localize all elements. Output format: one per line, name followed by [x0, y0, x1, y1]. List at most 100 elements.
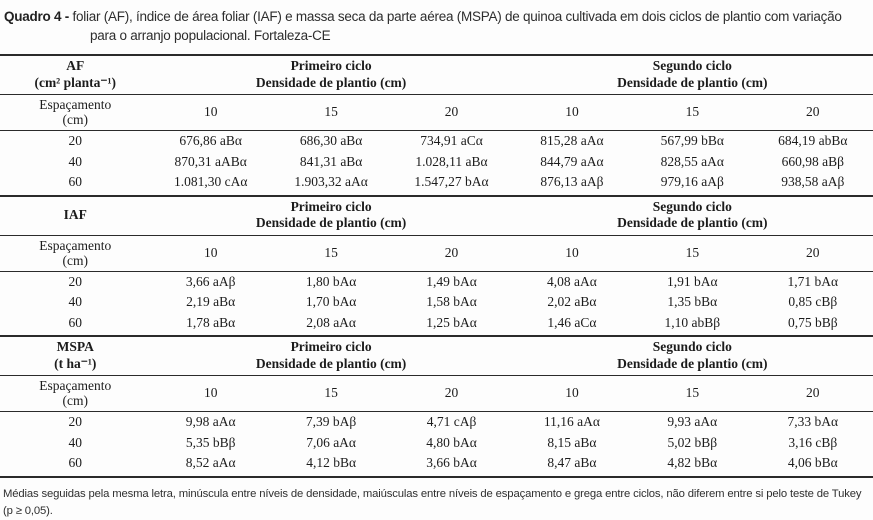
section-name: IAF [63, 207, 87, 223]
density-value: 15 [685, 385, 700, 401]
spacing-header-row: Espaçamento (cm) 10 15 20 10 15 20 [0, 95, 873, 131]
data-cell: 1,78 aBα [186, 314, 236, 330]
density-value: 20 [806, 104, 820, 120]
data-cell: 828,55 aAα [660, 153, 724, 169]
table-row: 40 870,31 aABα 841,31 aBα 1.028,11 aBα 8… [0, 152, 873, 173]
data-cell: 4,06 bBα [787, 455, 838, 471]
cycle-label: Segundo ciclo [652, 339, 732, 355]
data-cell: 8,47 aBα [547, 455, 597, 471]
density-value: 15 [324, 385, 338, 401]
table-footnote: Médias seguidas pela mesma letra, minúsc… [3, 487, 862, 517]
density-label: Densidade de plantio (cm) [617, 215, 768, 231]
data-cell: 870,31 aABα [174, 153, 247, 169]
density-label: Densidade de plantio (cm) [255, 355, 407, 371]
cycle-label: Primeiro ciclo [290, 339, 372, 355]
data-cell: 567,99 bBα [660, 133, 724, 149]
data-cell: 9,93 aAα [667, 414, 718, 430]
section-name: AF [66, 58, 85, 74]
table-row: 60 1.081,30 cAα 1.903,32 aAα 1.547,27 bA… [0, 172, 873, 196]
table-row: 40 2,19 aBα 1,70 bAα 1,58 bAα 2,02 aBα 1… [0, 292, 873, 313]
density-value: 20 [444, 385, 459, 401]
data-cell: 734,91 aCα [420, 133, 483, 149]
density-value: 15 [324, 104, 338, 120]
data-cell: 7,39 bAβ [305, 414, 357, 430]
data-cell: 1,91 bAα [667, 273, 718, 289]
spacing-value: 60 [68, 314, 83, 330]
density-label: Densidade de plantio (cm) [255, 215, 407, 231]
spacing-value: 20 [68, 273, 83, 289]
data-cell: 0,75 bBβ [787, 314, 838, 330]
table-section-iaf: IAF Primeiro ciclo Densidade de plantio … [0, 195, 873, 337]
data-cell: 1,80 bAα [305, 273, 357, 289]
density-value: 20 [806, 385, 820, 401]
data-cell: 1,70 bAα [305, 294, 357, 310]
density-value: 10 [565, 104, 579, 120]
section-header-row: IAF Primeiro ciclo Densidade de plantio … [0, 195, 873, 236]
spacing-value: 40 [68, 434, 83, 450]
table-section-mspa: MSPA (t ha⁻¹) Primeiro ciclo Densidade d… [0, 336, 873, 477]
data-cell: 3,66 bAα [426, 455, 477, 471]
section-name-cell: MSPA (t ha⁻¹) [0, 336, 151, 376]
caption-text: foliar (AF), índice de área foliar (IAF)… [72, 9, 842, 44]
section-unit: (t ha⁻¹) [54, 355, 97, 371]
data-cell: 8,15 aBα [547, 434, 597, 450]
density-value: 20 [806, 244, 820, 260]
density-value: 15 [685, 244, 700, 260]
data-cell: 0,85 cBβ [788, 294, 838, 310]
data-cell: 1,49 bAα [426, 273, 477, 289]
density-value: 15 [685, 104, 700, 120]
density-value: 20 [444, 104, 459, 120]
density-value: 10 [565, 385, 579, 401]
data-cell: 676,86 aBα [179, 133, 242, 149]
table-caption: Quadro 4 - foliar (AF), índice de área f… [4, 7, 863, 45]
second-cycle-header: Segundo ciclo Densidade de plantio (cm) [512, 336, 873, 376]
table-row: 60 1,78 aBα 2,08 aAα 1,25 bAα 1,46 aCα 1… [0, 313, 873, 337]
density-value: 15 [324, 244, 338, 260]
data-cell: 1.547,27 bAα [414, 174, 489, 190]
data-cell: 1,71 bAα [787, 273, 839, 289]
data-cell: 4,71 cAβ [426, 414, 477, 430]
section-name: MSPA [56, 339, 94, 355]
results-table: AF (cm² planta⁻¹) Primeiro ciclo Densida… [0, 54, 873, 478]
data-cell: 841,31 aBα [299, 153, 363, 169]
spacing-label: Espaçamento [39, 378, 112, 394]
table-row: 20 676,86 aBα 686,30 aBα 734,91 aCα 815,… [0, 131, 873, 152]
data-cell: 4,12 bBα [306, 455, 357, 471]
first-cycle-header: Primeiro ciclo Densidade de plantio (cm) [151, 196, 512, 236]
data-cell: 938,58 aAβ [781, 174, 845, 190]
data-cell: 815,28 aAα [540, 133, 604, 149]
table-row: 40 5,35 bBβ 7,06 aAα 4,80 bAα 8,15 aBα 5… [0, 433, 873, 454]
cycle-label: Primeiro ciclo [290, 58, 372, 74]
data-cell: 684,19 abBα [778, 133, 848, 149]
spacing-header-row: Espaçamento (cm) 10 15 20 10 15 20 [0, 376, 873, 412]
spacing-label-cell: Espaçamento (cm) [0, 376, 151, 412]
data-cell: 876,13 aAβ [540, 174, 604, 190]
section-header-row: AF (cm² planta⁻¹) Primeiro ciclo Densida… [0, 55, 873, 95]
cycle-label: Primeiro ciclo [290, 198, 372, 214]
spacing-value: 60 [68, 455, 83, 471]
data-cell: 5,35 bBβ [185, 434, 236, 450]
spacing-unit: (cm) [62, 112, 88, 128]
data-cell: 7,33 bAα [787, 414, 839, 430]
spacing-unit: (cm) [62, 252, 88, 268]
cycle-label: Segundo ciclo [652, 198, 732, 214]
table-row: 20 9,98 aAα 7,39 bAβ 4,71 cAβ 11,16 aAα … [0, 412, 873, 433]
spacing-header-row: Espaçamento (cm) 10 15 20 10 15 20 [0, 235, 873, 272]
spacing-label: Espaçamento [39, 97, 112, 113]
spacing-value: 60 [68, 174, 83, 190]
cycle-label: Segundo ciclo [652, 58, 732, 74]
data-cell: 11,16 aAα [543, 414, 600, 430]
data-cell: 1.081,30 cAα [173, 174, 248, 190]
data-cell: 2,08 aAα [306, 314, 357, 330]
data-cell: 979,16 aAβ [660, 174, 724, 190]
density-value: 10 [203, 104, 218, 120]
spacing-value: 40 [68, 153, 83, 169]
spacing-value: 20 [68, 133, 83, 149]
data-cell: 2,19 aBα [186, 294, 236, 310]
second-cycle-header: Segundo ciclo Densidade de plantio (cm) [512, 55, 873, 95]
spacing-label-cell: Espaçamento (cm) [0, 95, 151, 131]
data-cell: 4,08 aAα [547, 273, 597, 289]
density-value: 20 [444, 244, 459, 260]
section-unit: (cm² planta⁻¹) [34, 74, 117, 90]
